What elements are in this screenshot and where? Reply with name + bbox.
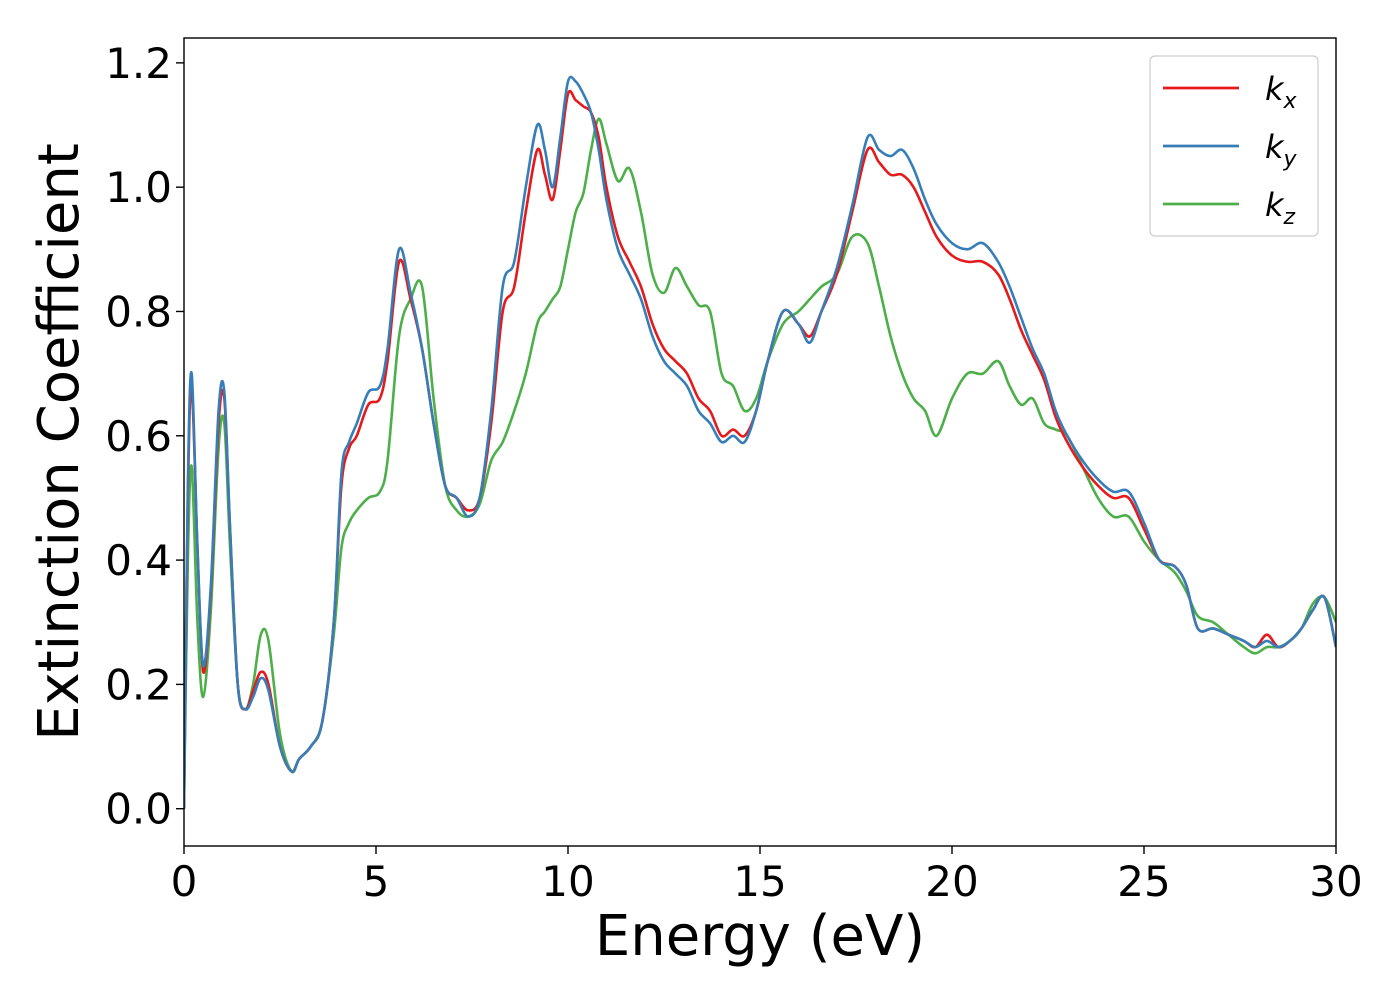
legend-label-z: kz <box>1265 186 1296 230</box>
series-lines <box>184 75 1336 809</box>
x-tick-label: 10 <box>541 857 594 906</box>
y-tick-label: 0.2 <box>105 660 172 709</box>
legend-label-y: ky <box>1265 128 1298 172</box>
legend-label-x: kx <box>1265 70 1298 114</box>
y-tick-label: 0.4 <box>105 536 172 585</box>
y-tick-label: 0.8 <box>105 287 172 336</box>
legend: kx ky kz <box>1149 55 1319 237</box>
x-tick-label: 5 <box>363 857 390 906</box>
y-tick-label: 0.6 <box>105 412 172 461</box>
y-tick-label: 1.2 <box>105 39 172 88</box>
x-tick-label: 25 <box>1117 857 1170 906</box>
x-tick-label: 30 <box>1309 857 1362 906</box>
y-tick-label: 0.0 <box>105 785 172 834</box>
x-tick-label: 15 <box>733 857 786 906</box>
y-axis-title: Extinction Coefficient <box>27 143 92 741</box>
x-tick-label: 0 <box>171 857 198 906</box>
x-axis-title: Energy (eV) <box>595 904 925 969</box>
axis-ticks: 0 5 10 15 20 25 30 0.0 0.2 0.4 0.6 0.8 1.0 1.2 <box>105 39 1363 906</box>
series-line-y <box>184 75 1336 809</box>
y-tick-label: 1.0 <box>105 163 172 212</box>
x-tick-label: 20 <box>925 857 978 906</box>
